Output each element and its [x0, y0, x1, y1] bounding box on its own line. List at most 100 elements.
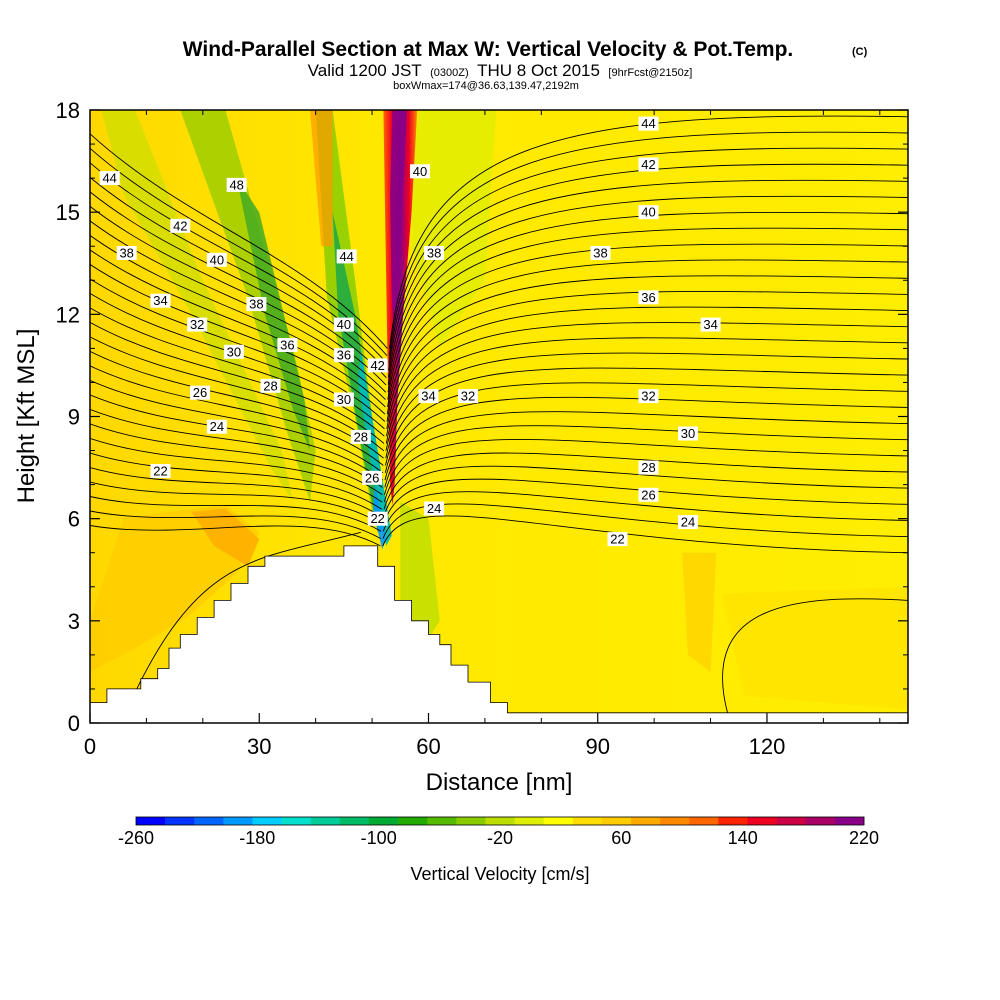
- theta-label-text: 22: [610, 532, 624, 547]
- theta-contour-left: [90, 394, 384, 481]
- theta-label-text: 30: [337, 392, 351, 407]
- theta-label-text: 26: [365, 470, 379, 485]
- theta-label-text: 38: [593, 246, 607, 261]
- theta-contour-left: [90, 350, 384, 459]
- theta-label: 28: [260, 378, 281, 393]
- colorbar-swatch: [543, 817, 574, 825]
- theta-label: 24: [678, 515, 698, 530]
- theta-contour-right: [389, 115, 908, 349]
- theta-contour-left: [90, 365, 384, 466]
- theta-contour-right: [388, 147, 908, 364]
- colorbar-swatch: [194, 817, 224, 825]
- theta-label-text: 26: [193, 385, 207, 400]
- terrain-mask: [90, 545, 908, 723]
- theta-label: 40: [410, 164, 430, 179]
- theta-label: 38: [424, 246, 445, 261]
- colorbar: [135, 816, 865, 826]
- colorbar-tick-label: -260: [118, 828, 154, 848]
- theta-contour-right: [388, 131, 908, 356]
- colorbar-swatch: [660, 817, 690, 825]
- theta-label: 26: [638, 487, 659, 502]
- theta-label: 22: [607, 532, 628, 547]
- y-tick-label: 9: [68, 405, 80, 430]
- theta-contour-right: [383, 439, 908, 503]
- theta-label-text: 22: [153, 464, 167, 479]
- colorbar-swatch: [281, 817, 312, 825]
- theta-label-text: 42: [173, 218, 187, 233]
- theta-label-text: 48: [229, 177, 243, 192]
- colorbar-swatch: [456, 817, 486, 825]
- y-tick-label: 15: [56, 200, 80, 225]
- theta-contour-right: [387, 195, 908, 386]
- theta-label: 44: [336, 249, 357, 264]
- colorbar-swatch: [689, 817, 719, 825]
- theta-label: 26: [190, 385, 210, 400]
- theta-contour-left: [90, 525, 381, 547]
- colorbar-tick-label: 220: [849, 828, 879, 848]
- theta-label: 30: [333, 392, 354, 407]
- theta-contour-left: [90, 307, 385, 437]
- theta-label-text: 40: [210, 252, 224, 267]
- y-tick-label: 3: [68, 609, 80, 634]
- colorbar-swatch: [834, 817, 865, 825]
- colorbar-tick-label: -20: [487, 828, 513, 848]
- colorbar-swatch: [601, 817, 632, 825]
- theta-label-text: 28: [641, 460, 655, 475]
- theta-contour-right: [385, 322, 908, 444]
- theta-label: 34: [700, 317, 721, 332]
- x-tick-label: 90: [585, 734, 609, 759]
- theta-label: 40: [638, 205, 659, 220]
- theta-label: 22: [150, 464, 171, 479]
- theta-label-text: 40: [337, 317, 351, 332]
- colorbar-swatch: [398, 817, 428, 825]
- theta-label: 42: [170, 218, 191, 233]
- theta-label: 28: [638, 460, 659, 475]
- theta-contour-right: [388, 179, 908, 378]
- theta-contour-left: [90, 481, 382, 525]
- theta-contours: [90, 115, 908, 713]
- colorbar-tick-label: -100: [361, 828, 397, 848]
- theta-contour-right: [388, 163, 908, 371]
- theta-contour-right: [385, 367, 908, 466]
- valid-line: Valid 1200 JST (0300Z) THU 8 Oct 2015 [9…: [308, 61, 693, 80]
- theta-label-text: 38: [249, 297, 263, 312]
- theta-label: 30: [678, 426, 698, 441]
- x-tick-label: 120: [749, 734, 786, 759]
- theta-contour-right: [387, 243, 908, 407]
- colorbar-swatch: [252, 817, 282, 825]
- vv-descent-band-mid: [180, 110, 316, 502]
- theta-label-text: 32: [461, 389, 475, 404]
- y-tick-label: 0: [68, 711, 80, 736]
- theta-label: 24: [424, 501, 445, 516]
- x-axis-title: Distance [nm]: [426, 769, 573, 796]
- colorbar-swatch: [427, 817, 457, 825]
- theta-contour-right: [384, 382, 908, 473]
- theta-contour-left: [90, 235, 386, 400]
- theta-contour-right: [383, 478, 908, 525]
- theta-contour-lowlevel: [722, 598, 908, 713]
- theta-contour-right: [383, 465, 908, 517]
- copyright-mark: (C): [852, 46, 868, 58]
- theta-label: 36: [333, 348, 354, 363]
- colorbar-swatch: [223, 817, 253, 825]
- theta-contour-left: [90, 423, 383, 496]
- theta-contour-right: [385, 352, 908, 459]
- theta-label-text: 44: [339, 249, 353, 264]
- theta-contour-right: [386, 275, 908, 422]
- colorbar-swatch: [165, 817, 195, 825]
- theta-label: 36: [638, 290, 659, 305]
- vv-downstream-warm-2: [721, 586, 908, 710]
- colorbar-swatch: [572, 817, 603, 825]
- vv-orange-lowlevel: [191, 508, 260, 567]
- theta-label: 42: [367, 358, 388, 373]
- theta-label: 36: [277, 338, 298, 353]
- theta-label: 38: [246, 297, 267, 312]
- theta-label: 32: [638, 389, 659, 404]
- theta-label-text: 26: [641, 487, 655, 502]
- theta-contour-right: [384, 411, 908, 488]
- colorbar-swatch: [747, 817, 777, 825]
- theta-contour-left: [90, 408, 383, 488]
- theta-contour-right: [382, 491, 908, 532]
- colorbar-swatch: [718, 817, 748, 825]
